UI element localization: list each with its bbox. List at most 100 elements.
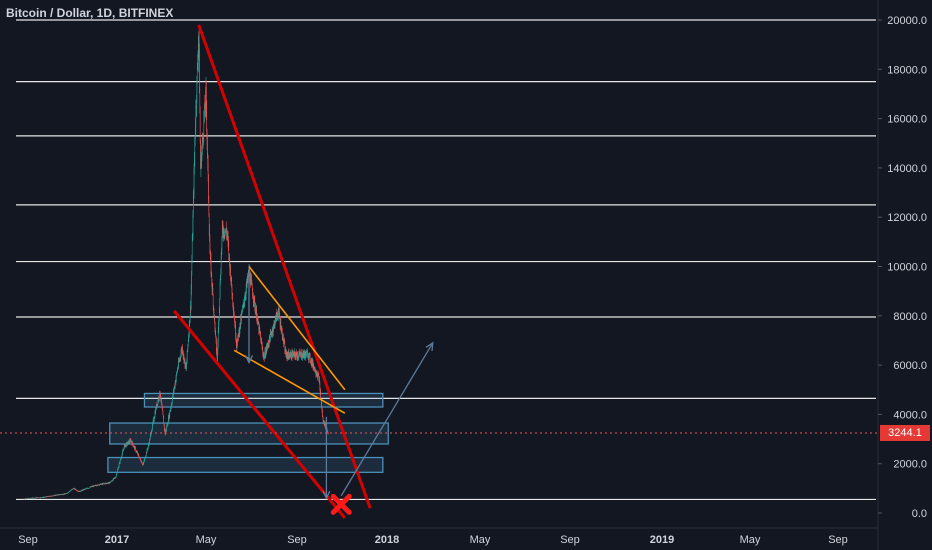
x-mark-icon[interactable]: [330, 493, 352, 515]
candle-body: [132, 444, 134, 446]
candle-body: [104, 483, 105, 485]
candle-body: [95, 485, 97, 486]
candle-body: [105, 483, 106, 484]
candle-body: [42, 497, 44, 498]
candle-body: [88, 488, 89, 489]
candle-body: [134, 446, 135, 447]
candle-body: [323, 423, 325, 425]
candle-body: [244, 296, 246, 301]
candle-body: [147, 448, 148, 450]
x-tick-label: 2017: [105, 534, 129, 546]
candle-body: [97, 485, 98, 487]
candle-body: [170, 405, 172, 409]
support-zone-rect[interactable]: [107, 456, 384, 473]
candle-body: [267, 343, 268, 347]
candle-body: [177, 366, 179, 369]
candle-body: [53, 495, 55, 496]
red-trendline[interactable]: [197, 24, 372, 509]
candle-body: [174, 381, 176, 387]
candle-body: [23, 498, 24, 500]
candle-body: [60, 494, 62, 495]
candle-body: [321, 399, 322, 405]
candle-body: [157, 404, 158, 405]
candle-body: [142, 464, 144, 465]
candle-body: [92, 486, 93, 487]
candle-body: [128, 441, 130, 444]
candle-body: [277, 316, 279, 317]
candle-body: [314, 367, 316, 370]
candle-body: [155, 408, 156, 414]
candle-body: [297, 354, 298, 359]
candle-body: [227, 235, 228, 237]
candle-body: [312, 360, 313, 365]
candle-body: [36, 497, 37, 499]
candle-body: [294, 353, 296, 356]
red-trendline[interactable]: [172, 309, 347, 519]
candle-body: [51, 495, 53, 497]
candle-body: [100, 484, 102, 485]
candle-body: [272, 329, 273, 332]
candle-body: [81, 490, 83, 491]
candle-body: [292, 356, 293, 358]
candle-body: [264, 350, 266, 356]
candle-body: [77, 490, 79, 492]
y-tick-label: 16000.0: [887, 114, 927, 126]
candle-body: [108, 482, 109, 484]
orange-trendline[interactable]: [248, 266, 346, 391]
candle-body: [271, 334, 273, 335]
candle-body: [190, 306, 192, 308]
candle-body: [116, 474, 117, 477]
candle-body: [240, 317, 242, 321]
candle-body: [232, 302, 234, 307]
candle-body: [36, 497, 38, 499]
candle-body: [210, 254, 211, 260]
candle-body: [34, 497, 35, 499]
candle-body: [203, 119, 205, 137]
candle-body: [91, 486, 93, 487]
candle-body: [90, 486, 92, 488]
candle-body: [173, 390, 175, 392]
candle-body: [61, 494, 62, 496]
candle-body: [156, 404, 158, 407]
candle-body: [121, 454, 123, 457]
candle-body: [194, 134, 196, 145]
candle-body: [146, 449, 148, 453]
candle-body: [222, 223, 223, 227]
candle-body: [26, 498, 27, 500]
candle-body: [152, 420, 154, 424]
candle-body: [205, 90, 206, 109]
candle-body: [204, 104, 206, 111]
candle-body: [295, 352, 297, 356]
candle-body: [307, 352, 308, 358]
support-zone-rect[interactable]: [109, 422, 389, 445]
candle-body: [175, 378, 177, 383]
candle-body: [47, 496, 48, 497]
candle-body: [250, 278, 252, 285]
candle-body: [285, 353, 287, 357]
candle-body: [265, 355, 266, 357]
candle-body: [52, 495, 53, 497]
candle-body: [198, 45, 199, 60]
candle-body: [319, 379, 320, 384]
candle-body: [184, 359, 185, 360]
support-zone-rect[interactable]: [143, 392, 384, 408]
candle-body: [281, 329, 283, 331]
candle-body: [231, 277, 232, 288]
candle-body: [180, 353, 182, 358]
x-tick-label: May: [470, 534, 491, 546]
candle-body: [72, 489, 73, 490]
candle-body: [186, 360, 188, 365]
candle-body: [57, 494, 59, 496]
candle-body: [269, 338, 271, 342]
arrow-up-line[interactable]: [340, 342, 434, 497]
candle-body: [159, 391, 160, 398]
candle-body: [300, 353, 301, 355]
orange-trendline[interactable]: [233, 349, 346, 414]
candle-body: [299, 352, 301, 354]
candle-body: [318, 379, 320, 381]
candle-body: [108, 482, 109, 483]
candle-body: [311, 360, 313, 365]
candle-body: [123, 445, 125, 449]
candle-body: [267, 344, 269, 346]
